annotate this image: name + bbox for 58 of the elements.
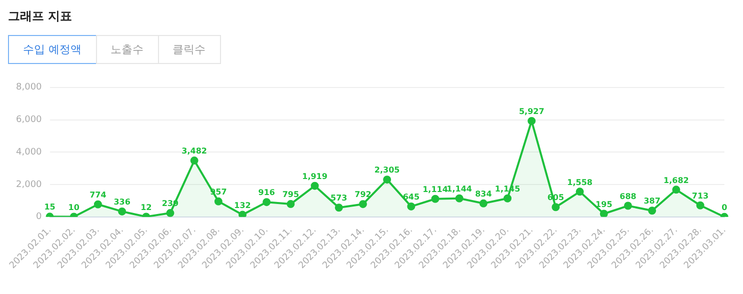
point xyxy=(407,202,416,210)
data-label: 15 xyxy=(44,202,56,212)
data-label: 12 xyxy=(140,202,152,212)
data-label: 573 xyxy=(330,194,348,203)
data-label: 795 xyxy=(282,190,300,200)
point xyxy=(528,116,536,125)
point xyxy=(479,199,488,208)
data-label: 1,919 xyxy=(302,172,328,181)
point xyxy=(262,198,271,206)
data-label: 336 xyxy=(114,198,131,207)
y-tick-label: 2,000 xyxy=(16,180,42,190)
point xyxy=(672,186,680,194)
text: 클릭수 xyxy=(158,35,220,64)
point xyxy=(431,194,440,203)
data-label: 1,558 xyxy=(567,178,593,187)
y-tick-label: 8,000 xyxy=(16,82,42,93)
point xyxy=(648,206,656,215)
point xyxy=(166,209,174,217)
point xyxy=(504,194,512,202)
data-label: 713 xyxy=(692,191,709,200)
point xyxy=(214,197,222,206)
point xyxy=(552,203,560,212)
data-label: 792 xyxy=(354,190,372,200)
y-tick-label: 4,000 xyxy=(16,147,42,158)
data-label: 3,482 xyxy=(182,146,207,156)
point xyxy=(624,202,632,210)
point xyxy=(94,200,102,208)
data-label: 0 xyxy=(722,202,728,212)
y-tick-label: 0 xyxy=(36,212,42,222)
point xyxy=(383,176,392,184)
data-label: 1,144 xyxy=(446,184,472,194)
data-label: 834 xyxy=(475,189,492,198)
point xyxy=(190,156,198,165)
data-label: 916 xyxy=(258,188,276,198)
data-label: 774 xyxy=(90,190,107,200)
point xyxy=(334,204,343,212)
point xyxy=(455,194,464,202)
data-label: 195 xyxy=(596,200,613,209)
data-label: 5,927 xyxy=(518,107,544,116)
data-label: 688 xyxy=(620,192,637,201)
data-label: 10 xyxy=(68,202,80,212)
y-tick-label: 6,000 xyxy=(16,115,42,126)
data-label: 1,114 xyxy=(422,184,448,194)
point xyxy=(310,182,319,190)
point xyxy=(358,200,367,208)
data-label: 387 xyxy=(644,196,660,206)
point xyxy=(118,207,126,216)
point xyxy=(238,210,247,217)
point xyxy=(600,210,608,217)
chart-title: 그래프 지표 xyxy=(8,8,74,25)
data-label: 1,682 xyxy=(664,176,689,185)
point xyxy=(696,201,704,210)
text: 수입 예정액 xyxy=(8,35,96,64)
data-label: 2,305 xyxy=(374,166,400,175)
point xyxy=(576,188,584,196)
text: 노출수 xyxy=(96,35,158,64)
point xyxy=(286,200,295,208)
data-label: 132 xyxy=(234,200,251,210)
